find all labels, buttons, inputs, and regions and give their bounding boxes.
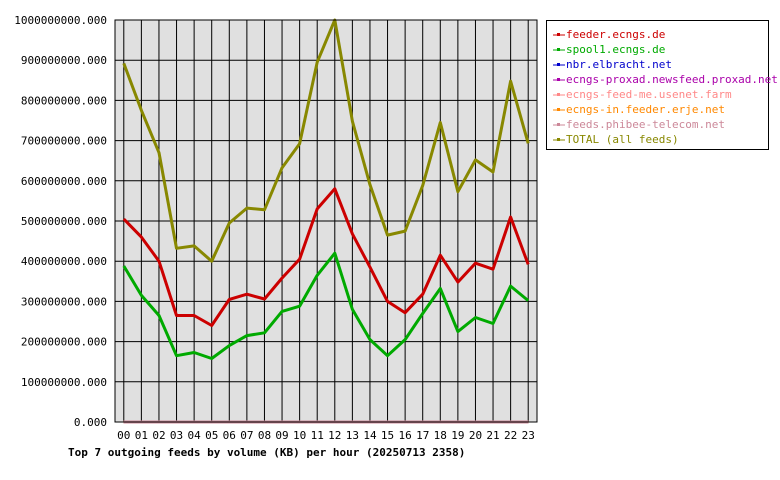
x-tick-label: 20 bbox=[469, 429, 482, 442]
legend: feeder.ecngs.de spool1.ecngs.de nbr.elbrac… bbox=[546, 20, 778, 150]
x-tick-label: 09 bbox=[275, 429, 288, 442]
legend-swatch bbox=[553, 48, 565, 51]
legend-label: ecngs-proxad.newsfeed.proxad.net bbox=[566, 73, 778, 86]
series-line-feeder-ecngs-de bbox=[122, 187, 530, 327]
y-tick-label: 900000000.000 bbox=[21, 54, 107, 67]
x-tick-label: 15 bbox=[381, 429, 394, 442]
x-axis-tick-labels: 00 01 02 03 04 05 06 07 08 09 10 11 12 13 14 15 16 17 18 19… bbox=[117, 429, 535, 442]
series-line-spool1-ecngs-de bbox=[122, 251, 530, 360]
legend-swatch bbox=[553, 123, 565, 126]
x-tick-label: 07 bbox=[240, 429, 253, 442]
x-tick-label: 23 bbox=[522, 429, 535, 442]
y-tick-label: 300000000.000 bbox=[21, 295, 107, 308]
x-tick-label: 01 bbox=[135, 429, 148, 442]
y-tick-label: 0.000 bbox=[74, 416, 107, 429]
y-tick-label: 100000000.000 bbox=[21, 376, 107, 389]
legend-swatch bbox=[553, 93, 565, 96]
y-tick-label: 500000000.000 bbox=[21, 215, 107, 228]
legend-label: spool1.ecngs.de bbox=[566, 43, 666, 56]
legend-label: nbr.elbracht.net bbox=[566, 58, 672, 71]
legend-swatch bbox=[553, 138, 565, 141]
y-axis-tick-labels: 0.000 100000000.000 200000000.000 300000000… bbox=[14, 14, 107, 429]
x-tick-label: 12 bbox=[328, 429, 341, 442]
chart-title: Top 7 outgoing feeds by volume (KB) per … bbox=[68, 446, 466, 459]
x-tick-label: 06 bbox=[223, 429, 236, 442]
x-tick-label: 08 bbox=[258, 429, 271, 442]
legend-swatch bbox=[553, 78, 565, 81]
x-tick-label: 14 bbox=[363, 429, 377, 442]
x-tick-label: 10 bbox=[293, 429, 306, 442]
y-tick-label: 400000000.000 bbox=[21, 255, 107, 268]
x-tick-label: 18 bbox=[434, 429, 447, 442]
x-tick-label: 04 bbox=[188, 429, 202, 442]
x-tick-label: 22 bbox=[504, 429, 517, 442]
x-tick-label: 02 bbox=[152, 429, 165, 442]
x-tick-label: 00 bbox=[117, 429, 130, 442]
x-tick-label: 16 bbox=[399, 429, 412, 442]
series-line-total-all-feeds bbox=[122, 18, 530, 263]
x-tick-label: 17 bbox=[416, 429, 429, 442]
x-tick-label: 13 bbox=[346, 429, 359, 442]
x-tick-label: 03 bbox=[170, 429, 183, 442]
x-tick-label: 11 bbox=[311, 429, 324, 442]
y-tick-label: 600000000.000 bbox=[21, 175, 107, 188]
y-tick-label: 1000000000.000 bbox=[14, 14, 107, 27]
y-tick-label: 200000000.000 bbox=[21, 336, 107, 349]
legend-swatch bbox=[553, 63, 565, 66]
legend-swatch bbox=[553, 108, 565, 111]
legend-label: ecngs-feed-me.usenet.farm bbox=[566, 88, 732, 101]
y-tick-label: 700000000.000 bbox=[21, 135, 107, 148]
legend-label: feeds.phibee-telecom.net bbox=[566, 118, 725, 131]
legend-label: feeder.ecngs.de bbox=[566, 28, 666, 41]
x-tick-label: 19 bbox=[451, 429, 464, 442]
x-tick-label: 05 bbox=[205, 429, 218, 442]
x-tick-label: 21 bbox=[486, 429, 499, 442]
legend-label: TOTAL (all feeds) bbox=[566, 133, 679, 146]
plot-border bbox=[114, 19, 538, 423]
y-tick-label: 800000000.000 bbox=[21, 94, 107, 107]
legend-label: ecngs-in.feeder.erje.net bbox=[566, 103, 725, 116]
legend-swatch bbox=[553, 33, 565, 36]
